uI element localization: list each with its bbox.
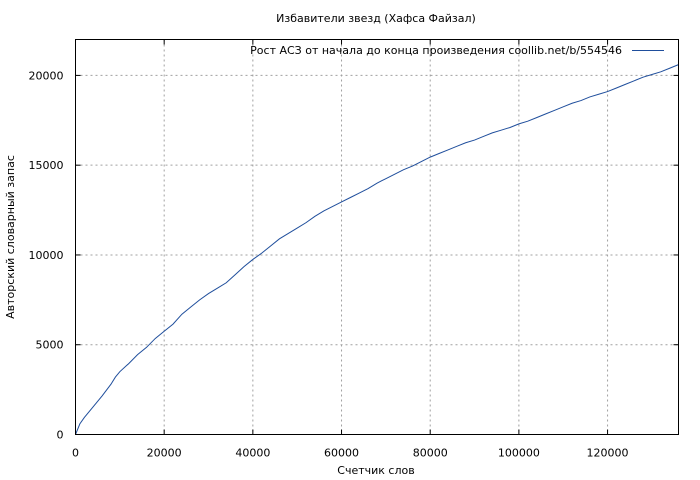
plot-frame bbox=[75, 39, 679, 435]
x-tick-label: 80000 bbox=[413, 447, 448, 460]
x-axis-label: Счетчик слов bbox=[337, 464, 414, 477]
y-tick-label: 10000 bbox=[29, 249, 64, 262]
y-tick-label: 5000 bbox=[36, 339, 64, 352]
y-axis-label: Авторский словарный запас bbox=[4, 155, 17, 319]
x-tick-label: 40000 bbox=[235, 447, 270, 460]
x-tick-label: 0 bbox=[72, 447, 79, 460]
y-tick-label: 20000 bbox=[29, 69, 64, 82]
y-tick-label: 0 bbox=[57, 429, 64, 442]
legend-label: Рост АСЗ от начала до конца произведения… bbox=[250, 44, 622, 57]
x-tick-label: 120000 bbox=[587, 447, 629, 460]
legend: Рост АСЗ от начала до конца произведения… bbox=[250, 44, 664, 57]
y-tick-label: 15000 bbox=[29, 159, 64, 172]
series-line bbox=[75, 64, 679, 435]
x-tick-label: 20000 bbox=[147, 447, 182, 460]
series-layer bbox=[75, 64, 679, 435]
y-ticks: 0 5000 10000 15000 20000 bbox=[29, 69, 679, 442]
x-ticks: 0 20000 40000 60000 80000 100000 120000 bbox=[72, 39, 629, 460]
chart-title: Избавители звезд (Хафса Файзал) bbox=[276, 12, 476, 25]
grid-lines bbox=[75, 39, 679, 435]
x-tick-label: 60000 bbox=[324, 447, 359, 460]
x-tick-label: 100000 bbox=[498, 447, 540, 460]
